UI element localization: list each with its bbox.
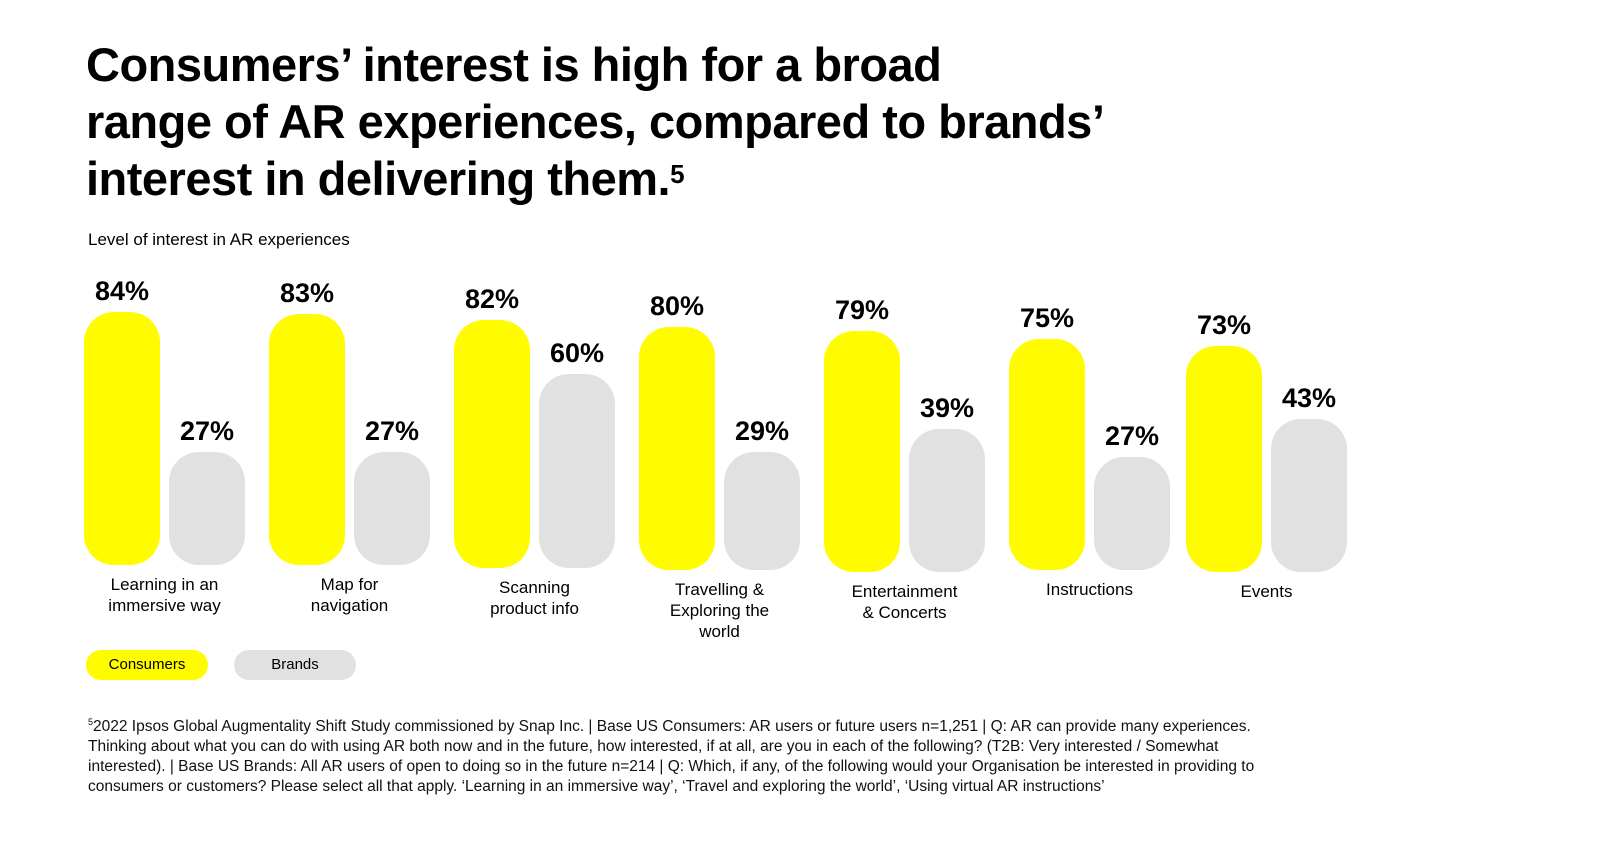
value-label: 80% bbox=[649, 290, 705, 321]
bar-brands bbox=[1094, 456, 1170, 570]
footnote-mark: 5 bbox=[88, 717, 94, 727]
page-title: Consumers’ interest is high for a broad r… bbox=[86, 36, 1105, 207]
bar-brands bbox=[169, 451, 245, 565]
bar-brands bbox=[724, 451, 800, 570]
bar-brands bbox=[539, 373, 615, 568]
bar-consumers bbox=[454, 319, 530, 568]
bar-consumers bbox=[1009, 338, 1085, 570]
footnote-mark: 5 bbox=[670, 159, 685, 189]
title-line: range of AR experiences, compared to bra… bbox=[86, 95, 1105, 148]
bar-brands bbox=[909, 429, 985, 572]
value-label: 27% bbox=[179, 415, 235, 446]
value-label: 73% bbox=[1196, 309, 1252, 340]
footnote-line: Thinking about what you can do with usin… bbox=[88, 738, 1219, 756]
value-label: 27% bbox=[364, 415, 420, 446]
bar-brands bbox=[1271, 419, 1347, 572]
bar-consumers bbox=[269, 314, 345, 565]
category-label: Map for navigation bbox=[310, 575, 389, 615]
value-label: 39% bbox=[919, 393, 975, 424]
value-label: 43% bbox=[1281, 383, 1337, 414]
legend-consumers: Consumers bbox=[86, 650, 208, 680]
bar-consumers bbox=[824, 330, 900, 572]
category-label: Events bbox=[1240, 582, 1293, 601]
bar-consumers bbox=[1186, 345, 1262, 572]
category-label: Learning in an immersive way bbox=[108, 575, 221, 615]
value-label: 60% bbox=[549, 337, 605, 368]
bar-consumers bbox=[84, 311, 160, 565]
category-label: Scanning product info bbox=[490, 578, 579, 618]
value-label: 82% bbox=[464, 283, 520, 314]
value-label: 83% bbox=[279, 278, 335, 309]
title-line: interest in delivering them. bbox=[86, 152, 671, 205]
bar-brands bbox=[354, 451, 430, 565]
bar-consumers bbox=[639, 326, 715, 570]
footnote-line: interested). | Base US Brands: All AR us… bbox=[88, 758, 1255, 776]
category-label: Travelling & Exploring the world bbox=[669, 580, 770, 641]
bar-chart: 84% 27% Learning in an immersive way 83% 27%… bbox=[84, 275, 1347, 641]
title-line: Consumers’ interest is high for a broad bbox=[86, 38, 942, 91]
footnote-line: consumers or customers? Please select al… bbox=[88, 778, 1105, 796]
footnote-text: 2022 Ipsos Global Augmentality Shift Stu… bbox=[93, 718, 1251, 736]
footnote: 52022 Ipsos Global Augmentality Shift St… bbox=[88, 712, 1254, 797]
category-label: Instructions bbox=[1046, 580, 1133, 599]
chart-subtitle: Level of interest in AR experiences bbox=[88, 230, 350, 249]
legend-brands: Brands bbox=[234, 650, 356, 680]
value-label: 27% bbox=[1104, 420, 1160, 451]
value-label: 75% bbox=[1019, 302, 1075, 333]
category-label: Entertainment & Concerts bbox=[851, 582, 958, 622]
footnote-line: 52022 Ipsos Global Augmentality Shift St… bbox=[88, 712, 1254, 737]
value-label: 29% bbox=[734, 415, 790, 446]
value-label: 79% bbox=[834, 294, 890, 325]
value-label: 84% bbox=[94, 275, 150, 306]
